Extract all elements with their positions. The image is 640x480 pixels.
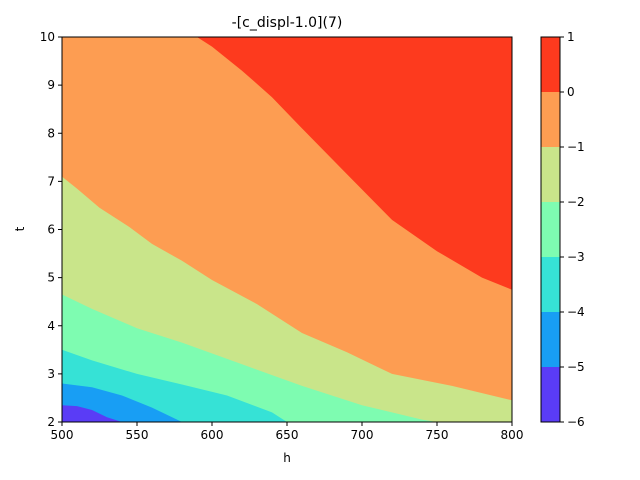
y-tick-label: 8 bbox=[47, 126, 55, 140]
colorbar-band bbox=[541, 92, 560, 147]
colorbar: −6 −5 −4 −3 −2 −1 0 1 bbox=[540, 30, 585, 429]
x-tick-label: 500 bbox=[51, 428, 74, 442]
x-tick-label: 800 bbox=[501, 428, 524, 442]
x-tick-label: 700 bbox=[351, 428, 374, 442]
y-tick-label: 4 bbox=[47, 319, 55, 333]
y-tick-label: 2 bbox=[47, 415, 55, 429]
y-tick-label: 10 bbox=[40, 30, 55, 44]
colorbar-band bbox=[541, 37, 560, 92]
colorbar-tick-label: −6 bbox=[567, 415, 585, 429]
x-tick-label: 650 bbox=[276, 428, 299, 442]
x-axis: 500 550 600 650 700 750 800 bbox=[51, 422, 524, 442]
y-tick-label: 6 bbox=[47, 223, 55, 237]
colorbar-tick-label: −2 bbox=[567, 195, 585, 209]
y-tick-label: 9 bbox=[47, 78, 55, 92]
colorbar-tick-label: −4 bbox=[567, 305, 585, 319]
y-tick-label: 3 bbox=[47, 367, 55, 381]
contour-regions bbox=[62, 37, 512, 422]
colorbar-band bbox=[541, 147, 560, 202]
x-tick-label: 750 bbox=[426, 428, 449, 442]
chart-title: -[c_displ-1.0](7) bbox=[232, 15, 343, 31]
contour-region bbox=[62, 37, 512, 290]
y-tick-label: 7 bbox=[47, 174, 55, 188]
colorbar-tick-label: 1 bbox=[567, 30, 575, 44]
colorbar-band bbox=[541, 367, 560, 422]
x-tick-label: 550 bbox=[126, 428, 149, 442]
colorbar-tick-label: −3 bbox=[567, 250, 585, 264]
colorbar-band bbox=[541, 202, 560, 257]
colorbar-tick-label: −1 bbox=[567, 140, 585, 154]
y-tick-label: 5 bbox=[47, 271, 55, 285]
colorbar-frame bbox=[540, 36, 561, 423]
colorbar-tick-label: 0 bbox=[567, 85, 575, 99]
x-tick-label: 600 bbox=[201, 428, 224, 442]
colorbar-band bbox=[541, 257, 560, 312]
colorbar-band bbox=[541, 312, 560, 367]
x-axis-label: h bbox=[283, 451, 291, 465]
colorbar-tick-label: −5 bbox=[567, 360, 585, 374]
y-axis: 2 3 4 5 6 7 8 9 10 bbox=[40, 30, 62, 429]
y-axis-label: t bbox=[13, 226, 27, 231]
